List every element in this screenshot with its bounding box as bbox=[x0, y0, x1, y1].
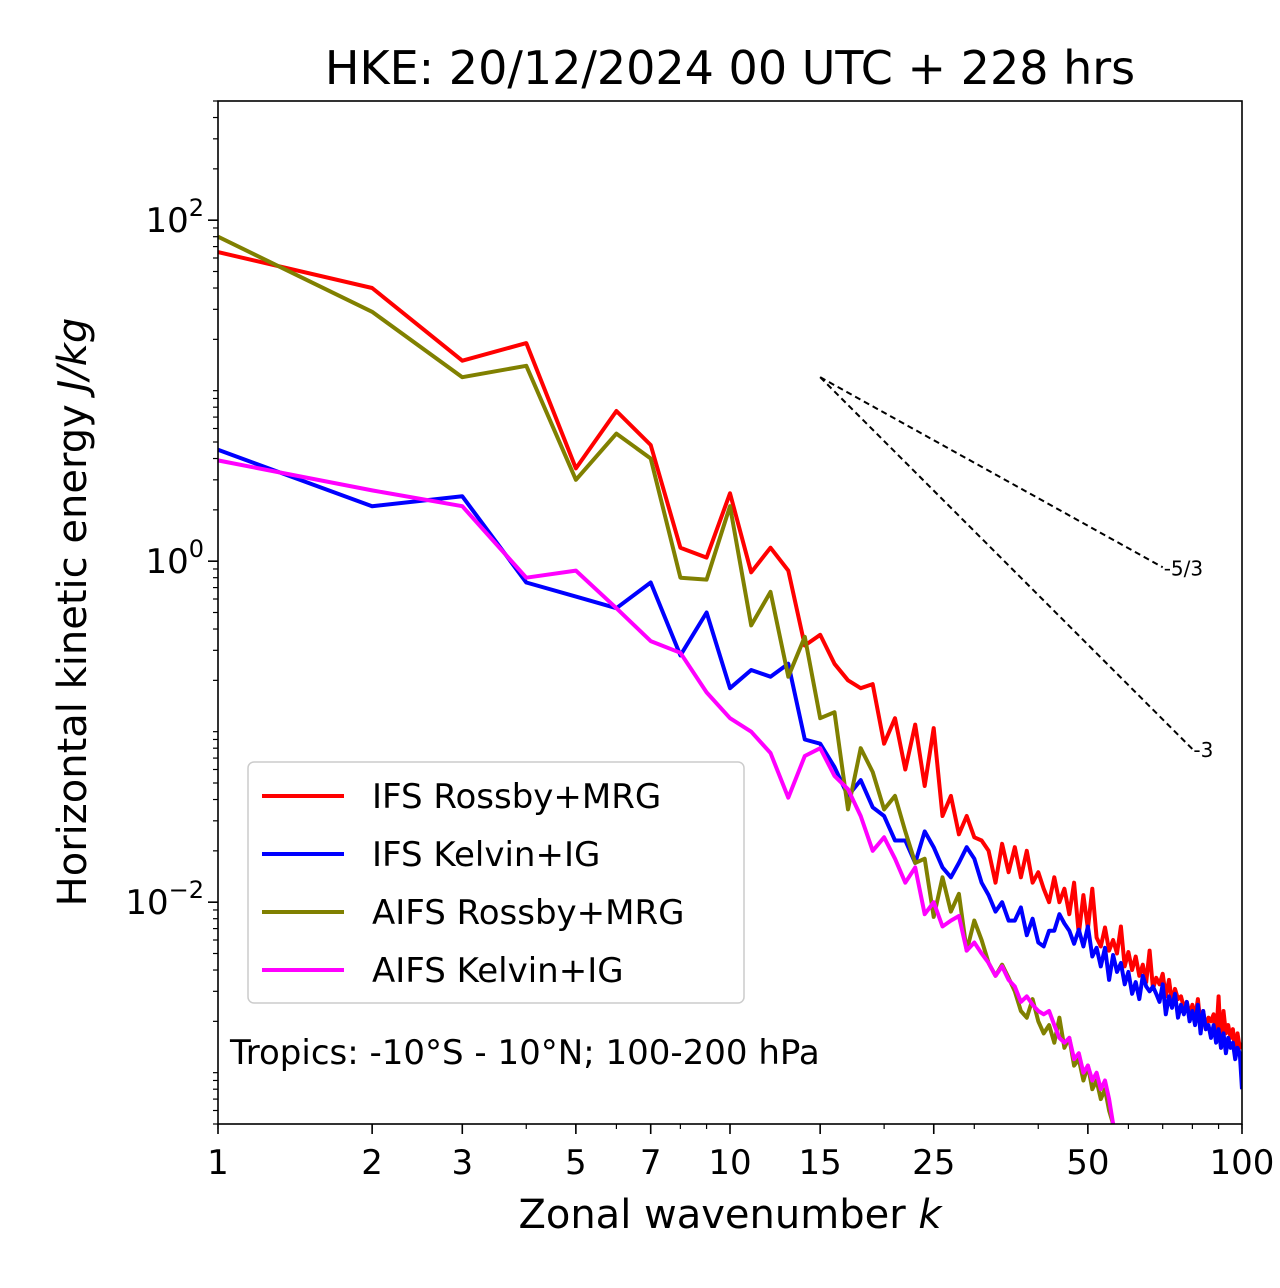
y-tick-label: 102 bbox=[145, 194, 204, 241]
legend-label-4: AIFS Kelvin+IG bbox=[372, 951, 624, 991]
x-tick-label: 2 bbox=[361, 1143, 383, 1183]
y-axis-label: Horizontal kinetic energy J/kg bbox=[50, 318, 96, 907]
x-axis-label: Zonal wavenumber k bbox=[518, 1192, 943, 1238]
x-tick-label: 50 bbox=[1066, 1143, 1109, 1183]
y-tick-label: 10−2 bbox=[125, 876, 204, 923]
x-tick-label: 10 bbox=[708, 1143, 751, 1183]
reference-slope-line-1 bbox=[819, 376, 1164, 569]
y-axis: 10−2 100 102 bbox=[125, 100, 218, 1125]
x-tick-label: 25 bbox=[912, 1143, 955, 1183]
y-axis-label-unit: J/kg bbox=[50, 318, 96, 399]
x-tick-label: 3 bbox=[451, 1143, 473, 1183]
legend-box bbox=[247, 761, 745, 1004]
reference-slope-label-2: -3 bbox=[1193, 738, 1213, 762]
x-axis-label-variable: k bbox=[918, 1192, 943, 1238]
reference-slope-layer: -5/3 -3 bbox=[819, 376, 1213, 762]
x-axis-label-text: Zonal wavenumber bbox=[518, 1192, 918, 1238]
chart-title: HKE: 20/12/2024 00 UTC + 228 hrs bbox=[325, 41, 1135, 95]
legend-label-2: IFS Kelvin+IG bbox=[372, 835, 600, 875]
legend-label-1: IFS Rossby+MRG bbox=[372, 777, 661, 817]
y-tick-label: 100 bbox=[145, 535, 204, 582]
legend: IFS Rossby+MRG IFS Kelvin+IG AIFS Rossby+M… bbox=[247, 761, 745, 1004]
legend-label-3: AIFS Rossby+MRG bbox=[372, 893, 684, 933]
x-tick-label: 15 bbox=[799, 1143, 842, 1183]
reference-slope-line-2 bbox=[819, 376, 1194, 750]
x-axis: 1 2 3 5 7 10 15 25 50 100 bbox=[207, 1124, 1274, 1183]
series-line-4 bbox=[218, 458, 1116, 1124]
x-tick-label: 100 bbox=[1210, 1143, 1275, 1183]
reference-slope-label-1: -5/3 bbox=[1164, 556, 1203, 580]
x-tick-label: 5 bbox=[565, 1143, 587, 1183]
x-tick-label: 7 bbox=[640, 1143, 662, 1183]
y-axis-label-text: Horizontal kinetic energy bbox=[50, 392, 96, 907]
region-annotation: Tropics: -10°S - 10°N; 100-200 hPa bbox=[229, 1033, 820, 1073]
series-layer bbox=[218, 234, 1242, 1124]
x-tick-label: 1 bbox=[207, 1143, 229, 1183]
